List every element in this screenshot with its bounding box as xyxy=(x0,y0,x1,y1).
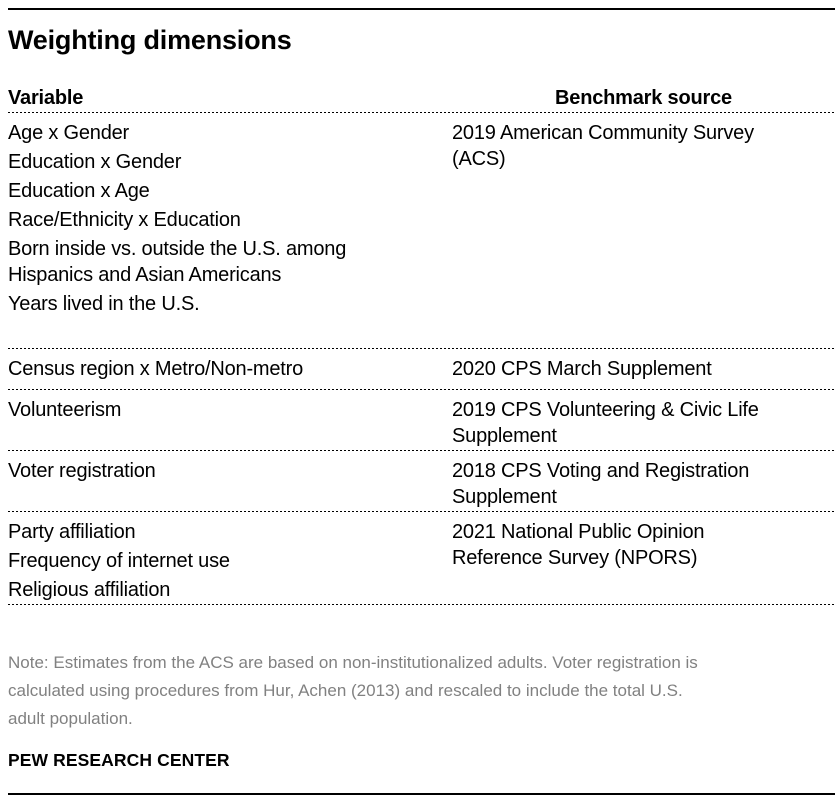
table-row: Volunteerism 2019 CPS Volunteering & Civ… xyxy=(8,390,835,451)
variable-cell: Census region x Metro/Non-metro xyxy=(8,356,452,382)
variable-text: Party affiliation xyxy=(8,521,136,543)
bottom-rule xyxy=(8,793,835,795)
benchmark-source-cell: 2021 National Public Opinion Reference S… xyxy=(452,519,835,603)
benchmark-source-text: 2019 American Community Survey (ACS) xyxy=(452,122,754,170)
variable-text: Age x Gender xyxy=(8,122,130,144)
table-row: Census region x Metro/Non-metro 2020 CPS… xyxy=(8,349,835,390)
variable-text: Census region x Metro/Non-metro xyxy=(8,358,304,380)
benchmark-source-cell: 2018 CPS Voting and Registration Supplem… xyxy=(452,458,835,510)
variable-cell: Age x Gender Education x Gender Education … xyxy=(8,120,452,317)
variable-cell: Volunteerism xyxy=(8,397,452,449)
table-body: Age x Gender Education x Gender Education … xyxy=(8,113,835,605)
table-row: Voter registration 2018 CPS Voting and R… xyxy=(8,451,835,512)
variable-text: Frequency of internet use xyxy=(8,550,230,572)
figure-container: Weighting dimensions Variable Benchmark … xyxy=(8,8,835,795)
variable-cell: Party affiliation Frequency of internet u… xyxy=(8,519,452,603)
table-header-row: Variable Benchmark source xyxy=(8,86,835,113)
variable-text: Education x Age xyxy=(8,180,150,202)
column-header-variable: Variable xyxy=(8,87,84,109)
variable-text: Education x Gender xyxy=(8,151,182,173)
variable-text: Religious affiliation xyxy=(8,579,171,601)
source-org-label: PEW RESEARCH CENTER xyxy=(8,750,230,770)
table-row: Age x Gender Education x Gender Education … xyxy=(8,113,835,349)
variable-text: Born inside vs. outside the U.S. among H… xyxy=(8,238,347,286)
variable-text: Race/Ethnicity x Education xyxy=(8,209,241,231)
page-title: Weighting dimensions xyxy=(8,25,292,55)
benchmark-source-text: 2020 CPS March Supplement xyxy=(452,358,712,380)
benchmark-source-cell: 2019 American Community Survey (ACS) xyxy=(452,120,835,317)
benchmark-source-text: 2021 National Public Opinion Reference S… xyxy=(452,521,705,569)
variable-cell: Voter registration xyxy=(8,458,452,510)
benchmark-source-cell: 2020 CPS March Supplement xyxy=(452,356,835,382)
variable-text: Voter registration xyxy=(8,460,156,482)
benchmark-source-text: 2018 CPS Voting and Registration Supplem… xyxy=(452,460,750,508)
benchmark-source-cell: 2019 CPS Volunteering & Civic Life Suppl… xyxy=(452,397,835,449)
benchmark-source-text: 2019 CPS Volunteering & Civic Life Suppl… xyxy=(452,399,759,447)
top-rule xyxy=(8,8,835,10)
variable-text: Volunteerism xyxy=(8,399,122,421)
variable-text: Years lived in the U.S. xyxy=(8,293,200,315)
column-header-benchmark-source: Benchmark source xyxy=(555,87,732,109)
footnote-text: Note: Estimates from the ACS are based o… xyxy=(8,653,698,728)
table-row: Party affiliation Frequency of internet u… xyxy=(8,512,835,605)
